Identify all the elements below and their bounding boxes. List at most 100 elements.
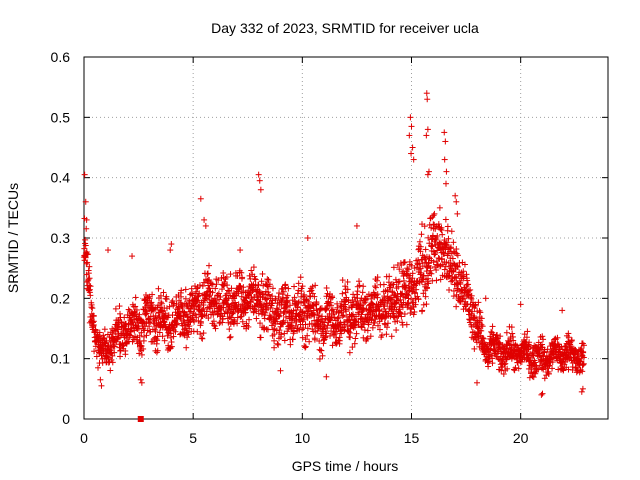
data-point xyxy=(200,330,207,337)
data-point xyxy=(199,306,206,313)
data-point xyxy=(355,278,362,285)
data-point xyxy=(282,284,289,291)
data-point xyxy=(194,297,201,304)
data-point xyxy=(256,289,263,296)
data-point xyxy=(291,283,298,290)
data-point xyxy=(274,318,281,325)
data-point xyxy=(167,247,174,254)
data-point xyxy=(339,312,346,319)
data-point xyxy=(248,267,255,274)
data-point xyxy=(450,293,457,300)
data-point xyxy=(269,285,276,292)
data-point xyxy=(234,314,241,321)
data-point xyxy=(109,352,116,359)
data-point xyxy=(116,303,123,310)
data-point xyxy=(448,228,455,235)
data-point xyxy=(445,235,452,242)
data-point xyxy=(206,293,213,300)
data-point xyxy=(201,216,208,223)
data-point xyxy=(108,350,115,357)
data-point xyxy=(453,198,460,205)
data-point xyxy=(310,311,317,318)
data-point xyxy=(349,344,356,351)
data-point xyxy=(423,90,430,97)
data-point xyxy=(257,186,264,193)
data-point xyxy=(246,272,253,279)
data-point xyxy=(138,351,145,358)
data-point xyxy=(179,322,186,329)
data-point xyxy=(306,338,313,345)
data-point xyxy=(81,171,88,178)
data-point xyxy=(251,275,258,282)
data-point xyxy=(117,353,124,360)
data-point xyxy=(178,293,185,300)
data-point xyxy=(448,278,455,285)
data-point xyxy=(304,332,311,339)
data-point xyxy=(409,144,416,151)
y-axis-label: SRMTID / TECUs xyxy=(5,183,21,293)
data-point xyxy=(107,367,114,374)
data-point xyxy=(90,318,97,325)
data-point xyxy=(352,335,359,342)
data-point xyxy=(199,335,206,342)
data-point xyxy=(311,293,318,300)
data-point xyxy=(155,285,162,292)
data-point xyxy=(344,286,351,293)
data-point xyxy=(517,301,524,308)
data-point xyxy=(299,283,306,290)
data-point xyxy=(198,335,205,342)
data-point xyxy=(273,305,280,312)
data-point xyxy=(474,379,480,386)
data-point xyxy=(503,329,510,336)
data-point xyxy=(270,326,277,333)
data-point xyxy=(256,298,263,305)
zero-marker xyxy=(137,416,144,422)
data-point xyxy=(212,325,219,332)
data-point xyxy=(83,225,90,232)
data-point xyxy=(239,318,246,325)
data-point xyxy=(206,285,213,292)
data-point xyxy=(539,390,546,397)
data-point xyxy=(237,313,244,320)
data-point xyxy=(276,327,283,334)
data-point xyxy=(98,382,105,389)
data-point xyxy=(339,290,346,297)
data-point xyxy=(227,271,234,278)
data-point xyxy=(209,289,216,296)
data-point xyxy=(301,343,308,350)
data-point xyxy=(97,376,104,383)
data-point xyxy=(312,282,319,289)
data-point xyxy=(316,355,323,362)
data-point xyxy=(134,325,141,332)
data-point xyxy=(314,327,321,334)
data-point xyxy=(559,307,566,314)
data-point xyxy=(86,263,93,270)
data-point xyxy=(441,156,448,163)
data-point xyxy=(137,376,144,383)
data-point xyxy=(204,270,211,277)
data-point xyxy=(311,336,318,343)
data-point xyxy=(225,287,232,294)
data-point xyxy=(323,306,330,313)
data-point xyxy=(258,278,265,285)
data-point xyxy=(327,295,334,302)
data-point xyxy=(172,328,179,335)
data-point xyxy=(237,283,244,290)
data-point xyxy=(255,310,262,317)
data-point xyxy=(340,326,347,333)
data-point xyxy=(264,276,271,283)
data-point xyxy=(135,339,142,346)
data-point xyxy=(81,245,88,252)
data-point xyxy=(87,292,94,299)
data-point xyxy=(132,294,139,301)
y-tick-label: 0.1 xyxy=(51,351,71,367)
data-point xyxy=(453,303,460,310)
data-point xyxy=(215,290,222,297)
data-point xyxy=(115,326,122,333)
data-point xyxy=(82,236,89,243)
data-point xyxy=(250,264,257,271)
data-point xyxy=(216,320,223,327)
data-point xyxy=(425,168,432,175)
data-point xyxy=(295,287,302,294)
data-point xyxy=(353,222,360,229)
